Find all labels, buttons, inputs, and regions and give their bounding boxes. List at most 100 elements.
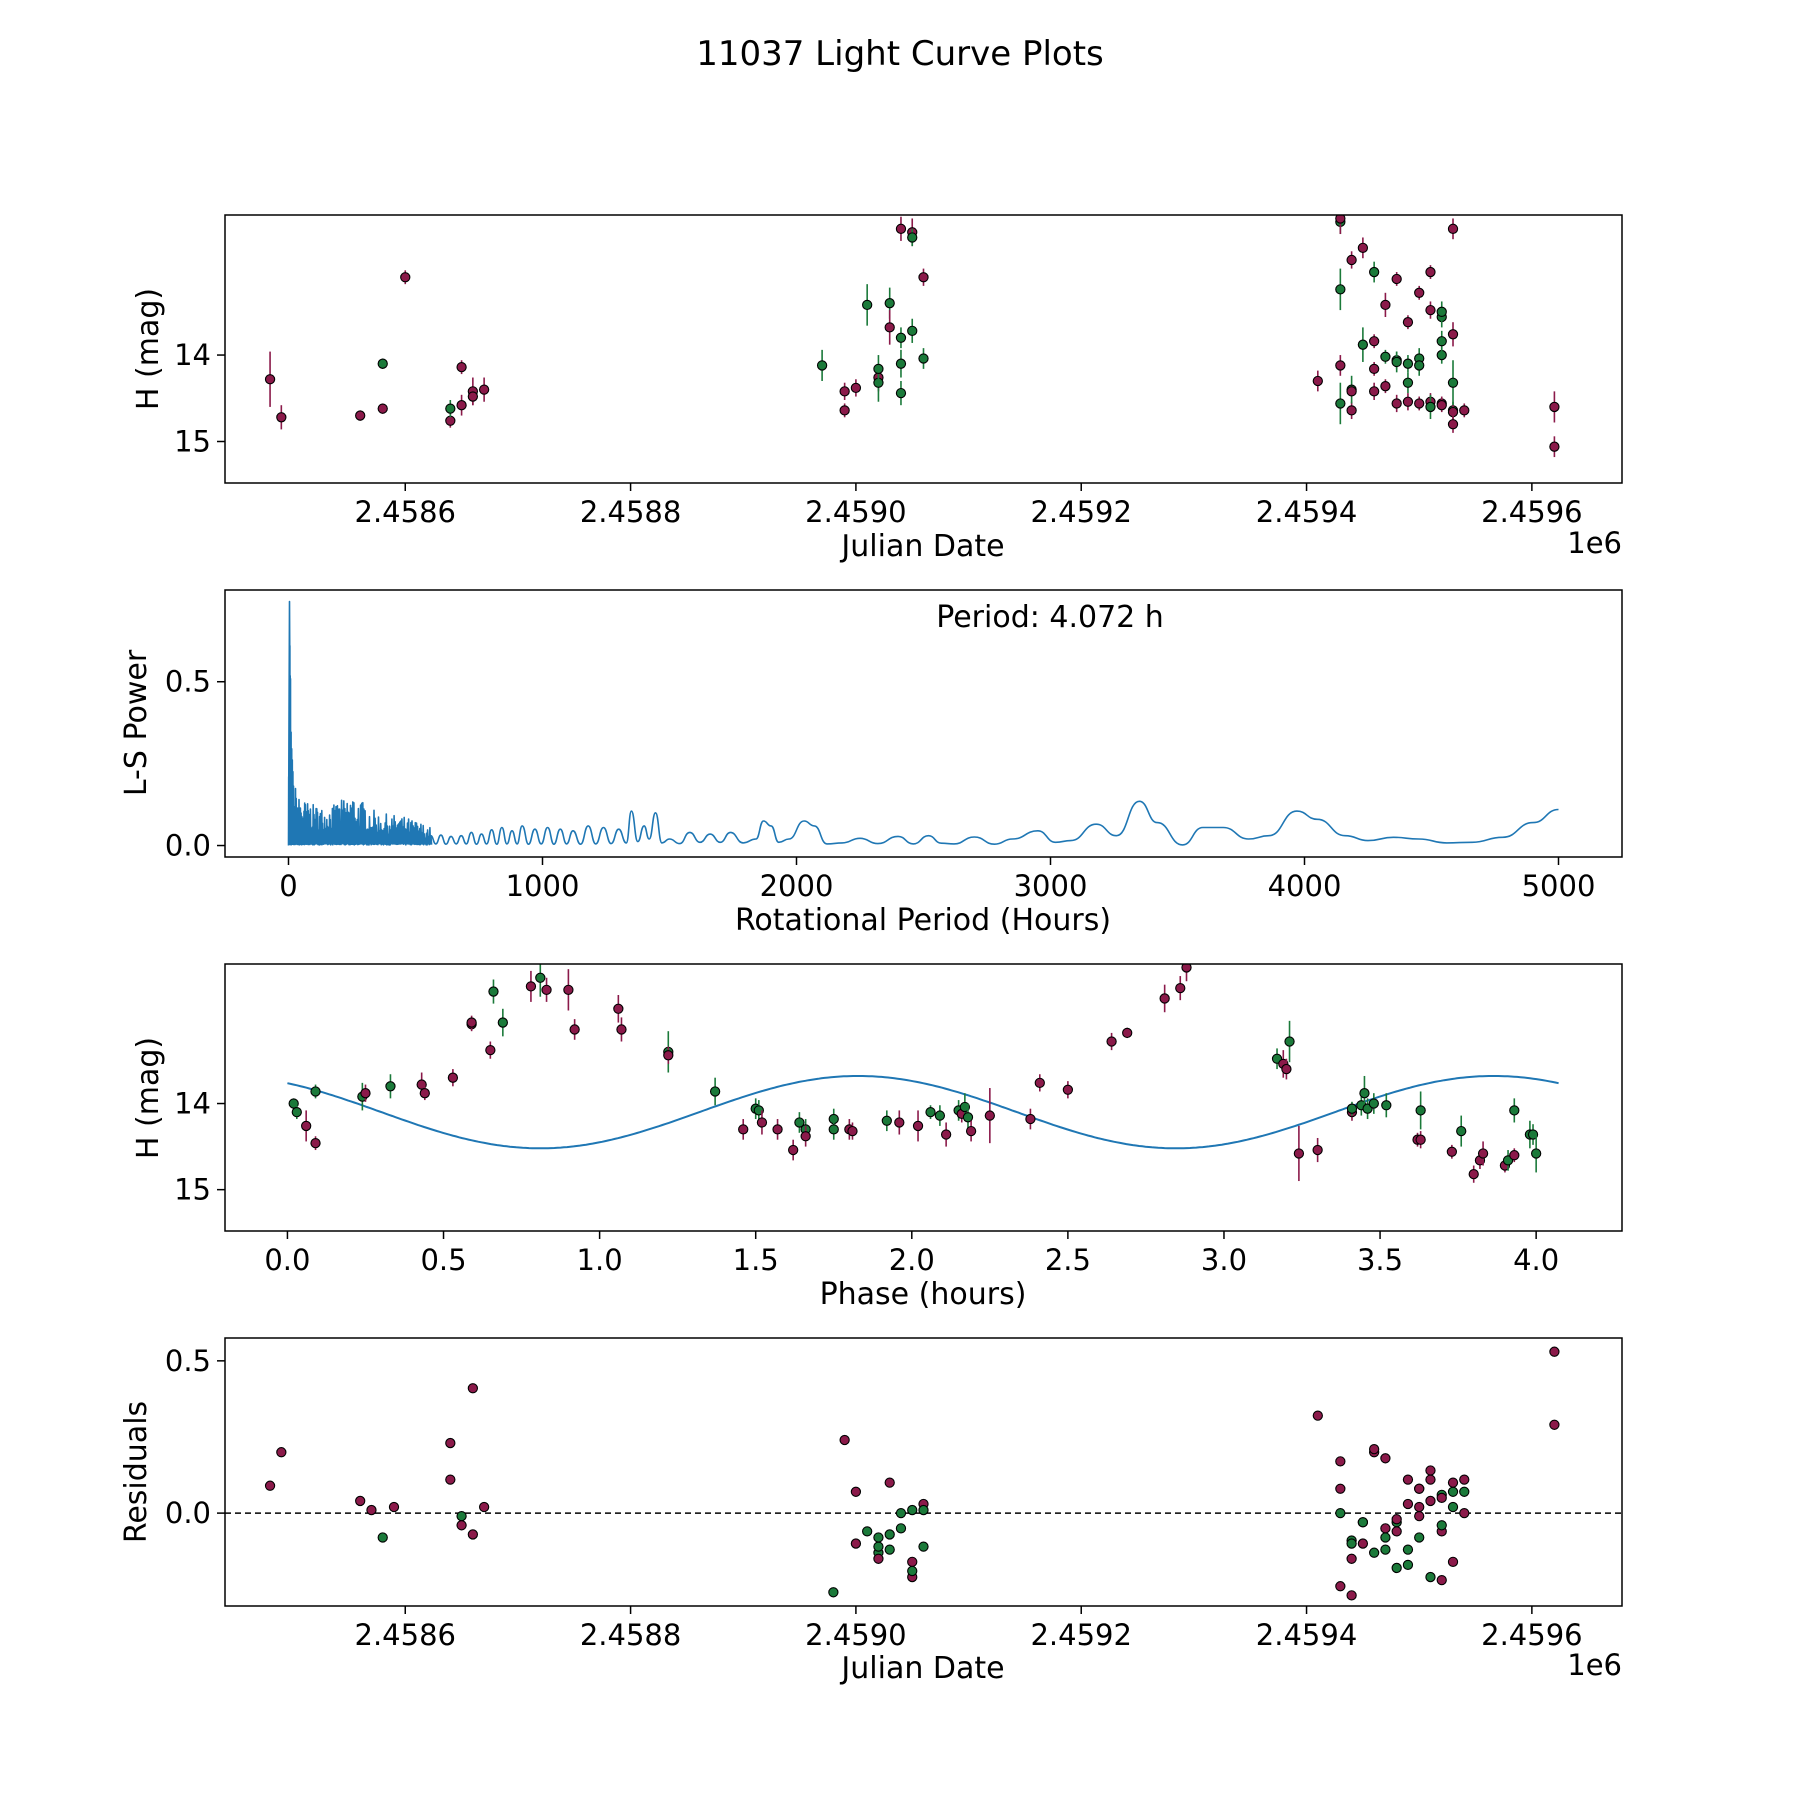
residuals-point	[884, 1529, 895, 1540]
residuals-point	[895, 1507, 907, 1519]
residuals-point	[1380, 1532, 1391, 1543]
residuals-point	[1549, 1419, 1560, 1430]
light-curve-point	[1335, 284, 1346, 295]
phased-light-curve-point	[613, 1003, 624, 1014]
light-curve-point	[276, 412, 287, 423]
light-curve-point	[467, 391, 479, 402]
phased-light-curve-point	[1175, 982, 1186, 994]
phased-light-curve-point	[447, 1072, 459, 1083]
phased-light-curve-point	[1468, 1169, 1479, 1180]
periodogram-xlabel: Rotational Period (Hours)	[735, 903, 1111, 938]
residuals-point	[1335, 1483, 1346, 1494]
light-curve-point	[850, 382, 862, 394]
light-curve-point	[873, 363, 884, 375]
residuals-point	[1414, 1511, 1425, 1522]
residuals-xtick-label: 2.4596	[1481, 1618, 1582, 1652]
light-curve-point	[895, 223, 907, 234]
phased-light-curve-point	[1025, 1113, 1036, 1125]
phased-light-curve-point	[1293, 1148, 1305, 1159]
phased-frame	[224, 963, 1623, 1232]
phased-light-curve-point	[772, 1124, 783, 1135]
phased-light-curve-point	[1527, 1129, 1539, 1140]
light-curve-point	[918, 272, 929, 283]
phased-light-curve-point	[385, 1081, 396, 1092]
residuals-point	[1391, 1526, 1402, 1537]
residuals-point	[1391, 1514, 1402, 1525]
phased-ylabel: H (mag)	[131, 1037, 166, 1159]
phased-light-curve-xtick-label: 3.0	[1201, 1243, 1247, 1277]
residuals-point	[478, 1501, 490, 1513]
light-curve-point	[1402, 317, 1414, 328]
phased-light-curve-xtick-label: 2.0	[889, 1243, 935, 1277]
residuals-point	[1346, 1538, 1357, 1549]
phased-light-curve-xtick-label: 4.0	[1513, 1243, 1559, 1277]
light-curve-point	[1346, 386, 1357, 397]
light-curve-offset-label: 1e6	[1567, 526, 1622, 560]
phased-light-curve-point	[984, 1110, 995, 1121]
residuals-point	[467, 1529, 479, 1540]
light-curve-point	[1402, 358, 1414, 369]
residuals-point	[456, 1520, 467, 1531]
residuals-point	[1436, 1574, 1447, 1586]
light-curve-point	[1447, 329, 1459, 340]
phased-light-curve-xtick-label: 3.5	[1357, 1243, 1403, 1277]
phased-light-curve-point	[1509, 1150, 1520, 1161]
residuals-xtick-label: 2.4588	[580, 1618, 681, 1652]
residuals-point	[1335, 1456, 1346, 1467]
phased-light-curve-point	[756, 1117, 768, 1128]
light-curve-point	[862, 299, 873, 311]
residuals-point	[850, 1486, 862, 1497]
light-curve-point	[1447, 419, 1459, 430]
phased-light-curve-point	[788, 1144, 799, 1156]
light-curve-point	[1335, 215, 1346, 224]
residuals-offset-label: 1e6	[1567, 1648, 1622, 1682]
phased-light-curve-point	[1415, 1134, 1426, 1145]
residuals-point	[1459, 1474, 1470, 1485]
light-curve-point	[839, 405, 850, 416]
residuals-point	[355, 1495, 366, 1507]
light-curve-point	[1447, 223, 1459, 234]
light-curve-point	[895, 332, 907, 343]
phased-light-curve-panel: 0.0 0.5 1.0 1.5 2.0 2.5 3.0 3.5 4.0 14 15 Phase (h…	[131, 963, 1623, 1312]
periodogram-ylabel: L-S Power	[119, 649, 154, 796]
phased-light-curve-point	[709, 1086, 721, 1097]
residuals-point	[1335, 1581, 1346, 1592]
residuals-frame	[224, 1337, 1623, 1607]
periodogram-xtick-label: 0	[279, 869, 297, 903]
residuals-panel: 2.4586 2.4588 2.4590 2.4592 2.4594 2.4596 0.0 0…	[119, 1337, 1623, 1686]
phased-light-curve-point	[535, 972, 546, 983]
residuals-point	[366, 1504, 377, 1516]
light-curve-point	[445, 415, 456, 426]
residuals-point	[895, 1523, 907, 1534]
residuals-point	[1380, 1453, 1391, 1464]
residuals-ytick-label: 0.5	[165, 1344, 211, 1378]
residuals-point	[1414, 1483, 1425, 1494]
residuals-point	[276, 1447, 287, 1458]
light-curve-point	[1549, 441, 1560, 452]
periodogram-xtick-label: 5000	[1522, 869, 1596, 903]
phased-light-curve-point	[485, 1044, 496, 1056]
periodogram-ytick-label: 0.0	[165, 829, 211, 863]
residuals-point	[884, 1544, 895, 1555]
residuals-xtick-label: 2.4592	[1030, 1618, 1131, 1652]
phased-light-curve-point	[569, 1024, 580, 1035]
light-curve-point	[1357, 339, 1369, 350]
residuals-point	[907, 1565, 918, 1577]
phased-light-curve-point	[962, 1112, 974, 1123]
residuals-point	[907, 1504, 918, 1516]
light-curve-point	[1335, 398, 1346, 409]
light-curve-frame	[224, 214, 1623, 484]
residuals-point	[884, 1477, 895, 1488]
light-curve-point	[895, 358, 907, 369]
residuals-point	[1402, 1559, 1414, 1571]
phased-light-curve-point	[419, 1088, 430, 1099]
phased-light-curve-point	[847, 1125, 858, 1137]
light-curve-point	[456, 400, 467, 411]
phased-light-curve-point	[881, 1115, 892, 1126]
light-curve-point	[355, 410, 366, 421]
light-curve-xlabel: Julian Date	[839, 529, 1004, 564]
residuals-point	[918, 1504, 929, 1516]
light-curve-point	[884, 322, 895, 333]
phased-light-curve-point	[1531, 1148, 1542, 1159]
